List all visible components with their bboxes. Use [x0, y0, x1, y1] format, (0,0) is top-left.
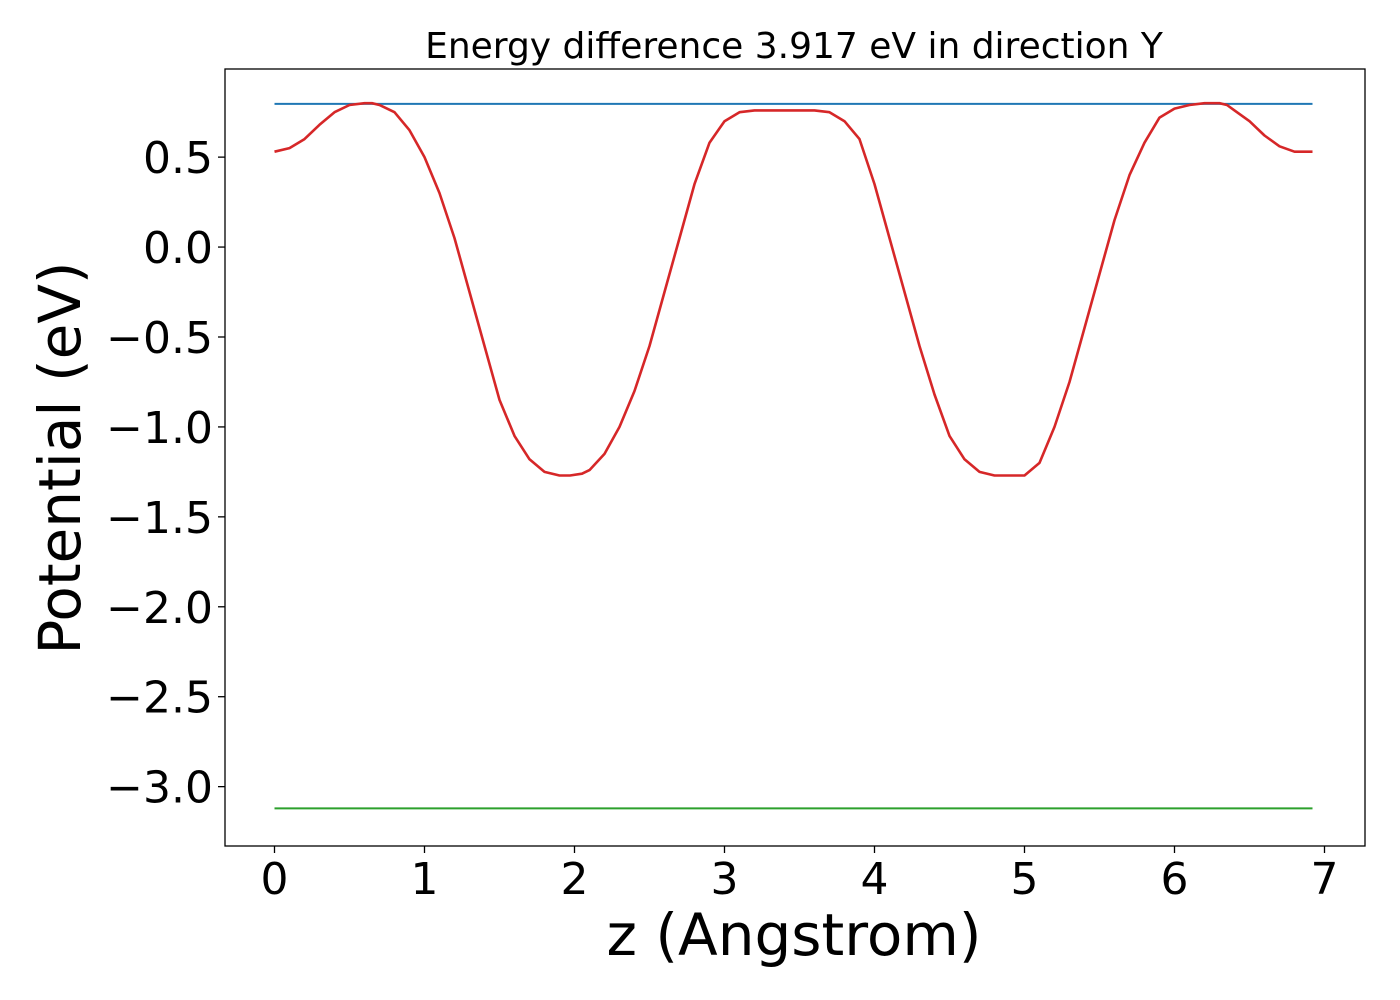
x-tick-label: 5 [1011, 854, 1039, 905]
y-tick-label: −1.0 [106, 403, 213, 454]
y-tick-label: −3.0 [106, 763, 213, 814]
y-tick-label: −2.0 [106, 583, 213, 634]
x-tick-label: 6 [1161, 854, 1189, 905]
series-line-2 [274, 101, 1313, 477]
y-axis-ticks: 0.5 0.0 −0.5 −1.0 −1.5 −2.0 −2.5 −3.0 [106, 133, 225, 814]
y-tick-label: −1.5 [106, 493, 213, 544]
y-tick-label: −0.5 [106, 313, 213, 364]
x-tick-label: 1 [411, 854, 439, 905]
plot-lines [274, 101, 1313, 810]
x-tick-label: 7 [1311, 854, 1339, 905]
chart-title: Energy difference 3.917 eV in direction … [425, 26, 1164, 67]
axes-frame [224, 68, 1366, 847]
x-axis-label: z (Angstrom) [607, 901, 982, 969]
x-tick-label: 4 [861, 854, 889, 905]
y-tick-label: −2.5 [106, 673, 213, 724]
y-tick-label: 0.5 [143, 133, 213, 184]
x-tick-label: 2 [561, 854, 589, 905]
y-tick-label: 0.0 [143, 223, 213, 274]
x-tick-label: 3 [711, 854, 739, 905]
y-axis-label: Potential (eV) [26, 261, 94, 654]
x-tick-label: 0 [261, 854, 289, 905]
x-axis-ticks: 0 1 2 3 4 5 6 7 [261, 846, 1339, 905]
